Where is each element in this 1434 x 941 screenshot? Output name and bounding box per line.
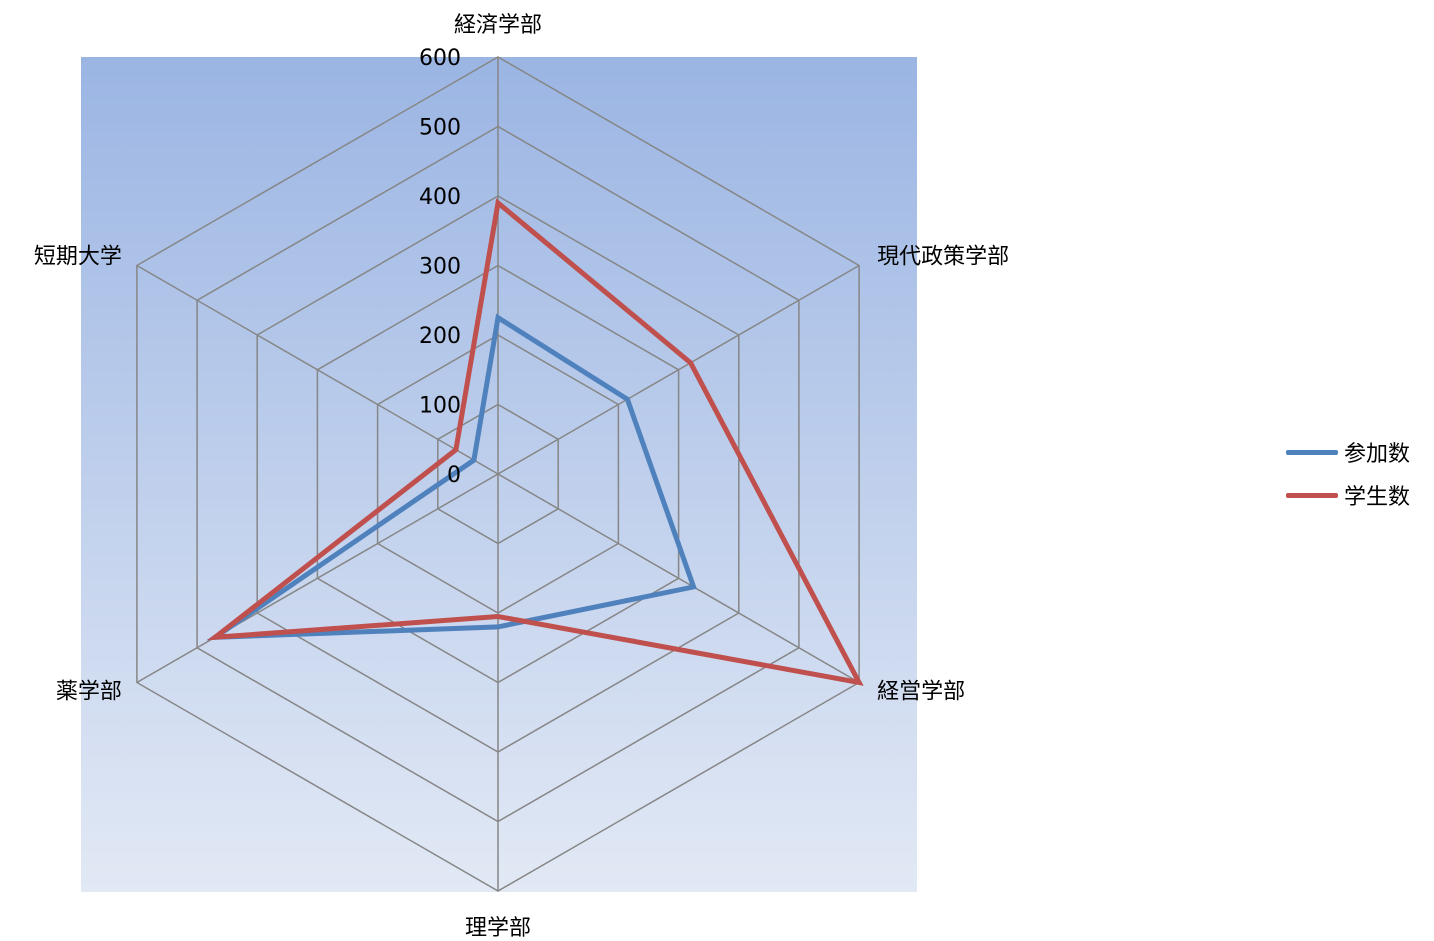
radial-tick-labels: 0 100 200 300 400 500 600 xyxy=(419,46,461,488)
category-label: 薬学部 xyxy=(56,680,122,705)
series-line-2 xyxy=(207,198,864,686)
category-label: 短期大学 xyxy=(34,245,122,270)
series-line-1 xyxy=(206,313,697,641)
legend-swatch-series-2 xyxy=(1286,492,1338,498)
grid-spoke xyxy=(136,264,499,475)
tick-label: 600 xyxy=(419,46,461,71)
legend-swatch-series-1 xyxy=(1286,449,1338,455)
grid-spoke xyxy=(497,264,860,475)
tick-label: 0 xyxy=(447,463,461,488)
grid-spoke xyxy=(497,473,860,684)
legend: 参加数 学生数 xyxy=(1286,436,1434,522)
category-label: 現代政策学部 xyxy=(877,245,1009,270)
grid-spoke xyxy=(136,473,499,684)
category-label: 経済学部 xyxy=(454,13,542,38)
legend-label-series-1: 参加数 xyxy=(1344,442,1411,467)
category-label: 理学部 xyxy=(465,916,531,941)
radar-grid xyxy=(136,56,860,892)
legend-label-series-2: 学生数 xyxy=(1344,485,1411,510)
tick-label: 100 xyxy=(419,394,461,419)
tick-label: 500 xyxy=(419,116,461,141)
tick-label: 200 xyxy=(419,324,461,349)
tick-label: 400 xyxy=(419,185,461,210)
series-group xyxy=(206,198,864,686)
legend-item-series-1: 参加数 xyxy=(1286,436,1434,468)
legend-item-series-2: 学生数 xyxy=(1286,479,1434,511)
category-label: 経営学部 xyxy=(877,680,965,705)
tick-label: 300 xyxy=(419,255,461,280)
